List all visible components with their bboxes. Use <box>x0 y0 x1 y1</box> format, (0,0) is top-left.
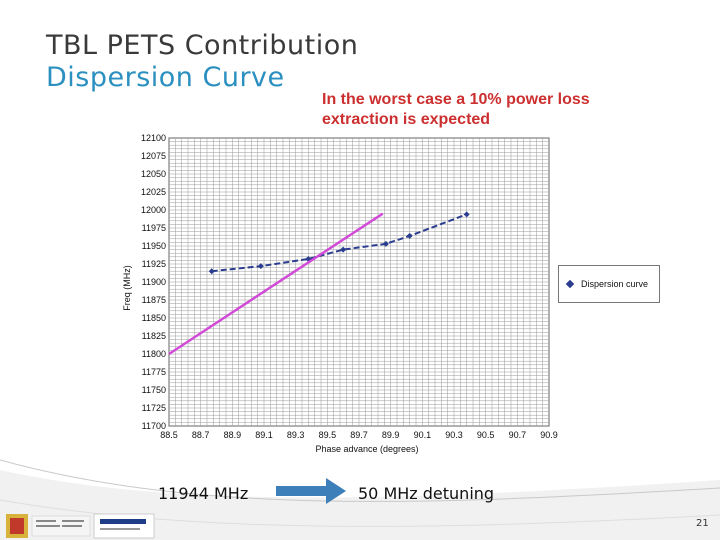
y-tick-label: 11925 <box>142 259 166 269</box>
x-axis-label: Phase advance (degrees) <box>315 444 418 454</box>
chart-grid <box>168 137 550 427</box>
spain-coat-of-arms-icon <box>6 514 28 538</box>
x-tick-label: 89.7 <box>350 430 368 440</box>
y-tick-labels: 12100 12075 12050 12025 12000 11975 11950 11925… <box>141 133 166 431</box>
x-tick-label: 90.5 <box>477 430 495 440</box>
y-tick-label: 11900 <box>142 277 166 287</box>
x-tick-label: 88.9 <box>224 430 242 440</box>
data-point <box>257 263 264 270</box>
slide-title: TBL PETS Contribution <box>46 30 359 61</box>
y-tick-label: 12100 <box>141 133 166 143</box>
y-tick-label: 12075 <box>141 151 166 161</box>
x-tick-label: 90.3 <box>445 430 463 440</box>
data-point <box>208 268 215 275</box>
y-tick-label: 11975 <box>142 223 166 233</box>
y-tick-label: 11875 <box>142 295 166 305</box>
ciemat-logo-icon <box>93 513 155 539</box>
sponsor-logos <box>6 513 155 539</box>
y-tick-label: 12025 <box>141 187 166 197</box>
x-tick-label: 89.9 <box>382 430 400 440</box>
y-tick-label: 11850 <box>142 313 166 323</box>
page-number: 21 <box>696 518 709 529</box>
x-tick-label: 90.7 <box>509 430 527 440</box>
data-point <box>406 232 413 239</box>
detuning-label: 50 MHz detuning <box>358 484 495 503</box>
right-arrow-icon <box>276 478 346 504</box>
chart-legend: Dispersion curve <box>558 265 660 303</box>
x-tick-label: 88.5 <box>160 430 178 440</box>
legend-label: Dispersion curve <box>581 279 649 289</box>
data-point <box>382 240 389 247</box>
x-tick-label: 88.7 <box>192 430 210 440</box>
y-tick-label: 12050 <box>141 169 166 179</box>
y-tick-label: 11825 <box>142 331 166 341</box>
y-tick-label: 11700 <box>142 421 166 431</box>
slide-subtitle: Dispersion Curve <box>46 62 285 93</box>
y-tick-label: 11775 <box>142 367 166 377</box>
loss-line <box>168 212 384 356</box>
chart-series <box>168 211 470 356</box>
y-tick-label: 11725 <box>142 403 166 413</box>
y-tick-label: 12000 <box>141 205 166 215</box>
x-tick-label: 89.1 <box>255 430 273 440</box>
x-tick-label: 89.5 <box>319 430 337 440</box>
x-tick-label: 89.3 <box>287 430 305 440</box>
x-tick-label: 90.1 <box>414 430 432 440</box>
data-point <box>340 246 347 253</box>
legend-diamond-icon <box>565 279 575 289</box>
frequency-label: 11944 MHz <box>158 484 249 503</box>
y-tick-label: 11750 <box>142 385 166 395</box>
worst-case-note: In the worst case a 10% power loss extra… <box>322 91 590 128</box>
x-tick-label: 90.9 <box>540 430 558 440</box>
y-tick-label: 11800 <box>142 349 166 359</box>
data-point <box>463 211 470 218</box>
x-tick-labels: 88.5 88.7 88.9 89.1 89.3 89.5 89.7 89.9 90.1 90.3… <box>160 430 558 440</box>
y-axis-label: Freq (MHz) <box>122 265 132 311</box>
ministry-logo-icon <box>31 515 91 537</box>
y-tick-label: 11950 <box>142 241 166 251</box>
